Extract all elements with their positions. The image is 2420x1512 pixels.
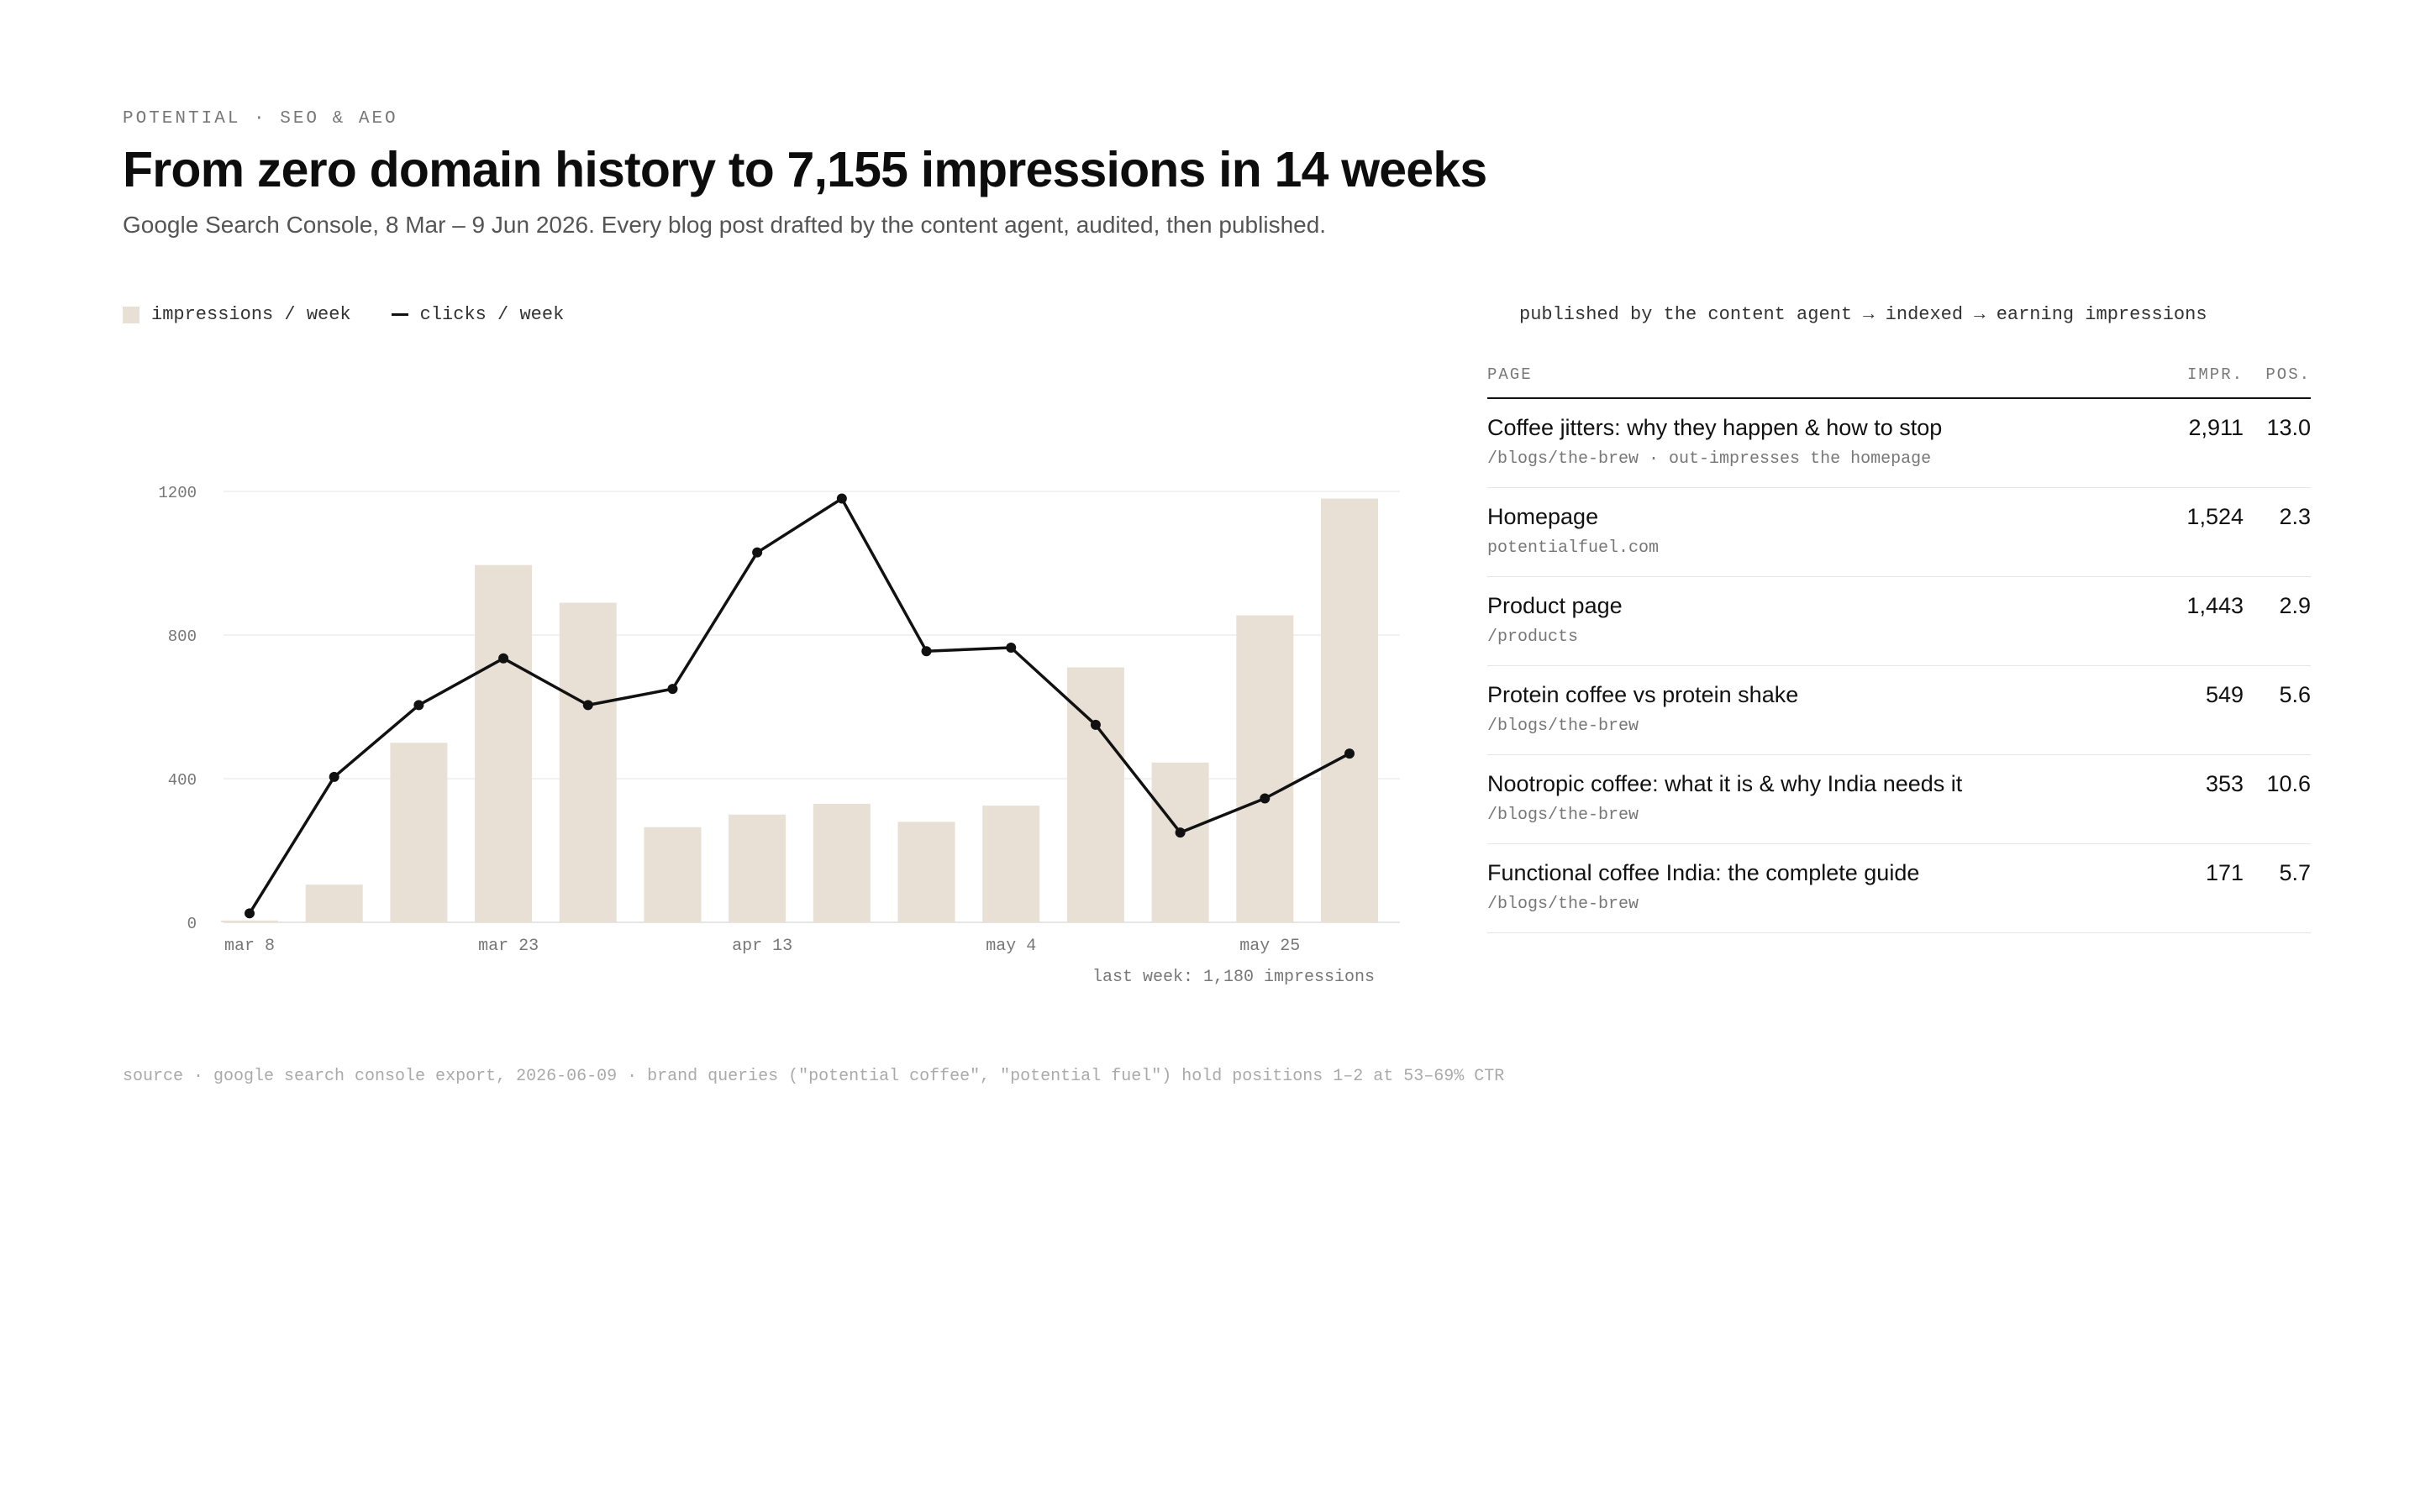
row-path: /blogs/the-brew: [1487, 806, 1639, 825]
impressions-bar: [1321, 498, 1378, 922]
legend-swatch-clicks: [391, 313, 408, 316]
row-impressions: 171: [2205, 860, 2244, 885]
y-tick-label: 1200: [158, 484, 197, 502]
impressions-bar: [982, 806, 1040, 922]
clicks-point: [498, 653, 509, 664]
impressions-clicks-chart: 0 400 800 1200 mar 8 mar 23 apr 13 may 4 may 25…: [158, 484, 1400, 987]
x-tick-label: apr 13: [732, 937, 792, 956]
x-tick-label: may 4: [986, 937, 1036, 956]
impressions-bar: [897, 822, 955, 922]
row-position: 10.6: [2266, 771, 2311, 796]
page-subtitle: Google Search Console, 8 Mar – 9 Jun 202…: [123, 212, 1327, 238]
row-impressions: 353: [2205, 771, 2244, 796]
row-title: Protein coffee vs protein shake: [1487, 682, 1799, 707]
row-impressions: 1,443: [2186, 593, 2244, 618]
row-impressions: 2,911: [2188, 415, 2244, 440]
chart-legend: impressions / week clicks / week: [123, 304, 604, 325]
clicks-point: [667, 684, 678, 695]
table-header: PAGE IMPR. POS.: [1487, 365, 2311, 399]
row-impressions: 1,524: [2186, 504, 2244, 529]
impressions-bars: [221, 498, 1378, 922]
header-position: POS.: [2265, 365, 2311, 384]
clicks-point: [1006, 642, 1017, 653]
legend-item-clicks: clicks / week: [391, 304, 565, 325]
table-row: Nootropic coffee: what it is & why India…: [1487, 755, 2311, 844]
impressions-bar: [1066, 667, 1124, 922]
row-title: Product page: [1487, 593, 1623, 618]
table-caption: published by the content agent → indexed…: [1519, 304, 2207, 325]
x-tick-label: may 25: [1239, 937, 1300, 956]
legend-swatch-impressions: [123, 306, 139, 323]
legend-item-impressions: impressions / week: [123, 304, 351, 325]
row-impressions: 549: [2205, 682, 2244, 707]
eyebrow-label: POTENTIAL · SEO & AEO: [123, 109, 398, 129]
table-row: Product page /products 1,443 2.9: [1487, 577, 2311, 666]
clicks-point: [921, 646, 932, 657]
row-path: /blogs/the-brew: [1487, 717, 1639, 736]
row-position: 2.3: [2279, 504, 2311, 529]
legend-label-impressions: impressions / week: [151, 304, 351, 325]
impressions-bar: [475, 564, 533, 922]
clicks-line-series: [245, 493, 1355, 919]
clicks-point: [1344, 748, 1355, 759]
clicks-point: [413, 700, 424, 711]
pages-table: PAGE IMPR. POS. Coffee jitters: why they…: [1487, 365, 2311, 933]
clicks-point: [1090, 719, 1101, 730]
impressions-bar: [559, 602, 617, 922]
clicks-point: [329, 771, 339, 782]
impressions-bar: [813, 803, 871, 922]
table-row: Protein coffee vs protein shake /blogs/t…: [1487, 666, 2311, 755]
impressions-bar: [390, 743, 448, 922]
source-footnote: source · google search console export, 2…: [123, 1067, 1505, 1086]
impressions-bar: [1151, 762, 1209, 922]
table-row: Homepage potentialfuel.com 1,524 2.3: [1487, 488, 2311, 577]
table-row: Coffee jitters: why they happen & how to…: [1487, 399, 2311, 488]
clicks-point: [836, 493, 847, 504]
header-page: PAGE: [1487, 365, 1533, 384]
x-axis-ticks: mar 8 mar 23 apr 13 may 4 may 25: [224, 937, 1300, 956]
row-title: Homepage: [1487, 504, 1599, 529]
clicks-point: [1260, 793, 1270, 804]
y-tick-label: 400: [168, 771, 197, 790]
row-position: 2.9: [2279, 593, 2311, 618]
y-tick-label: 0: [187, 915, 197, 933]
y-axis-ticks: 0 400 800 1200: [158, 484, 197, 933]
page-title: From zero domain history to 7,155 impres…: [123, 142, 1487, 197]
row-position: 5.7: [2279, 860, 2311, 885]
y-tick-label: 800: [168, 627, 197, 646]
row-path: /blogs/the-brew · out-impresses the home…: [1487, 449, 1932, 469]
impressions-bar: [1236, 615, 1294, 922]
x-tick-label: mar 23: [478, 937, 539, 956]
impressions-bar: [221, 920, 278, 922]
row-path: /blogs/the-brew: [1487, 895, 1639, 914]
legend-label-clicks: clicks / week: [419, 304, 565, 325]
clicks-point: [1175, 827, 1186, 838]
impressions-bar: [729, 814, 786, 922]
impressions-bar: [305, 885, 363, 922]
impressions-bar: [644, 827, 702, 922]
clicks-line: [248, 496, 1350, 915]
row-title: Nootropic coffee: what it is & why India…: [1487, 771, 1963, 796]
row-title: Functional coffee India: the complete gu…: [1487, 860, 1920, 885]
row-path: /products: [1487, 627, 1579, 647]
row-position: 5.6: [2279, 682, 2311, 707]
clicks-point: [752, 547, 763, 558]
x-tick-label: mar 8: [224, 937, 275, 956]
chart-annotation: last week: 1,180 impressions: [1092, 968, 1375, 987]
row-title: Coffee jitters: why they happen & how to…: [1487, 415, 1943, 440]
table-row: Functional coffee India: the complete gu…: [1487, 844, 2311, 933]
row-position: 13.0: [2266, 415, 2311, 440]
clicks-point: [245, 908, 255, 919]
row-path: potentialfuel.com: [1487, 538, 1660, 558]
clicks-point: [582, 700, 593, 711]
header-impressions: IMPR.: [2186, 365, 2244, 384]
